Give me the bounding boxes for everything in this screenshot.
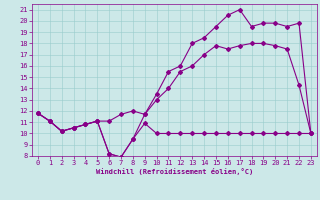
X-axis label: Windchill (Refroidissement éolien,°C): Windchill (Refroidissement éolien,°C): [96, 168, 253, 175]
